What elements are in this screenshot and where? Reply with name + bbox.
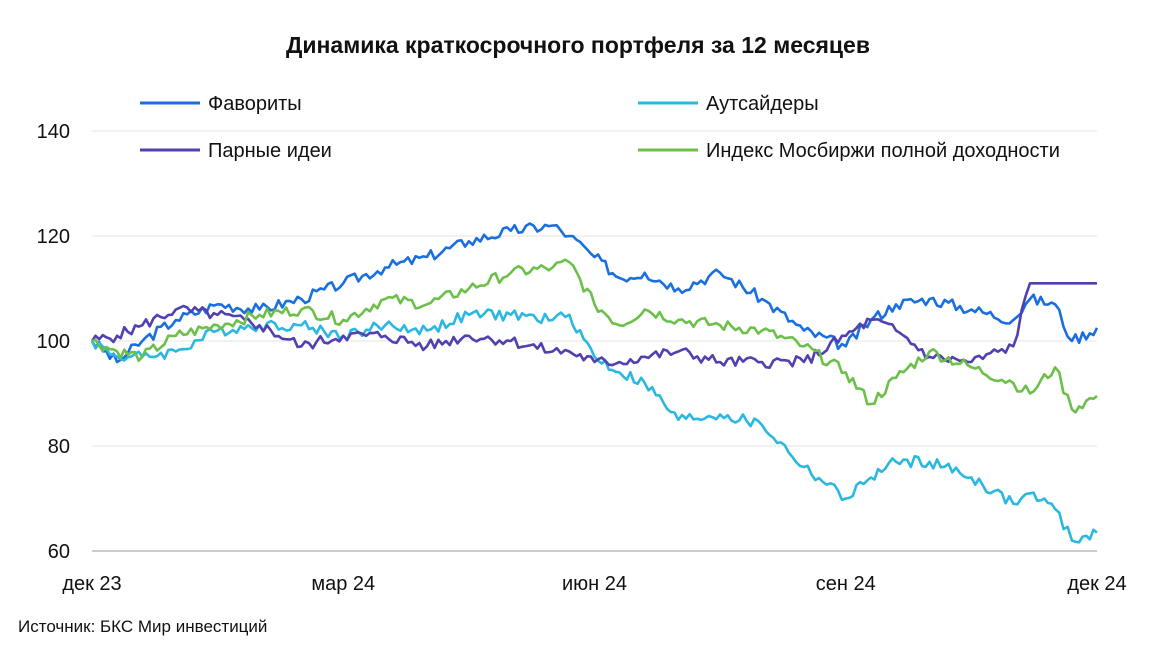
- y-tick-label: 120: [37, 226, 70, 248]
- legend-label-1: Фавориты: [208, 93, 302, 115]
- x-tick-label: дек 24: [1067, 573, 1126, 595]
- legend-label-2: Аутсайдеры: [706, 93, 819, 115]
- series-line-1: [90, 222, 1099, 364]
- legend: Фавориты Аутсайдеры Парные идеи Индекс Мосб…: [140, 93, 1060, 162]
- x-tick-label: мар 24: [311, 573, 375, 595]
- series-line-4: [91, 258, 1098, 414]
- y-tick-label: 80: [48, 436, 70, 458]
- axes: 140 120 100 80 60 дек 23 мар 24 июн 24 сен 24 дек…: [37, 121, 1127, 595]
- y-tick-label: 60: [48, 541, 70, 563]
- series-group: [90, 222, 1099, 544]
- x-tick-label: июн 24: [562, 573, 627, 595]
- legend-label-3: Парные идеи: [208, 140, 332, 162]
- y-tick-label: 100: [37, 331, 70, 353]
- source-note: Источник: БКС Мир инвестиций: [18, 617, 267, 636]
- chart-title: Динамика краткосрочного портфеля за 12 м…: [286, 32, 870, 58]
- x-tick-label: сен 24: [816, 573, 876, 595]
- legend-label-4: Индекс Мосбиржи полной доходности: [706, 140, 1060, 162]
- grid: [92, 130, 1097, 552]
- series-line-2: [90, 308, 1098, 544]
- x-tick-label: дек 23: [62, 573, 121, 595]
- y-tick-label: 140: [37, 121, 70, 143]
